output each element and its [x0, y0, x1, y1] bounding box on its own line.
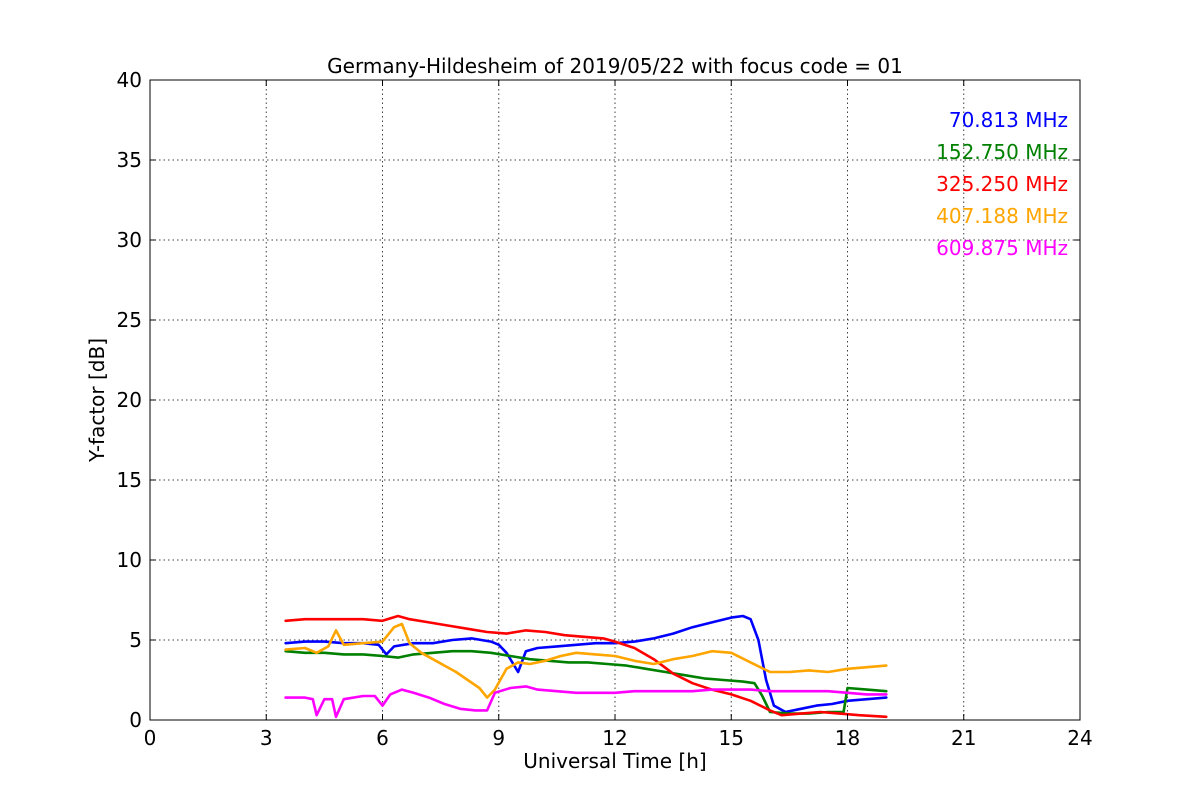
y-tick-label: 15 [117, 468, 142, 492]
x-axis-label: Universal Time [h] [523, 749, 706, 773]
y-tick-label: 30 [117, 228, 142, 252]
legend: 70.813 MHz 152.750 MHz 325.250 MHz 407.188 … [936, 108, 1068, 260]
series-line-4 [284, 622, 888, 699]
y-tick-label: 20 [117, 388, 142, 412]
x-tick-label: 24 [1067, 726, 1092, 750]
x-tick-label: 3 [260, 726, 273, 750]
series-line-3 [284, 614, 888, 719]
series-lines [284, 614, 888, 719]
x-tick-label: 0 [144, 726, 157, 750]
legend-entry: 609.875 MHz [936, 236, 1068, 260]
legend-entry: 70.813 MHz [949, 108, 1068, 132]
legend-entry: 325.250 MHz [936, 172, 1068, 196]
series-line-1 [284, 614, 888, 714]
y-tick-label: 35 [117, 148, 142, 172]
legend-entry: 407.188 MHz [936, 204, 1068, 228]
x-tick-label: 12 [602, 726, 627, 750]
x-tick-label: 18 [835, 726, 860, 750]
y-tick-label: 25 [117, 308, 142, 332]
x-tick-label: 9 [492, 726, 505, 750]
series-line-5 [284, 685, 888, 719]
x-tick-label: 21 [951, 726, 976, 750]
y-tick-label: 40 [117, 68, 142, 92]
y-tick-label: 10 [117, 548, 142, 572]
plot-frame [149, 79, 1081, 721]
x-tick-label: 15 [719, 726, 744, 750]
y-tick-label: 0 [129, 708, 142, 732]
y-axis-label: Y-factor [dB] [85, 338, 109, 463]
y-tick-label: 5 [129, 628, 142, 652]
y-tick-labels: 0 5 10 15 20 25 30 35 40 [117, 68, 142, 732]
x-tick-labels: 0 3 6 9 12 15 18 21 24 [144, 726, 1093, 750]
chart-title: Germany-Hildesheim of 2019/05/22 with fo… [327, 54, 903, 78]
legend-entry: 152.750 MHz [936, 140, 1068, 164]
x-tick-label: 6 [376, 726, 389, 750]
